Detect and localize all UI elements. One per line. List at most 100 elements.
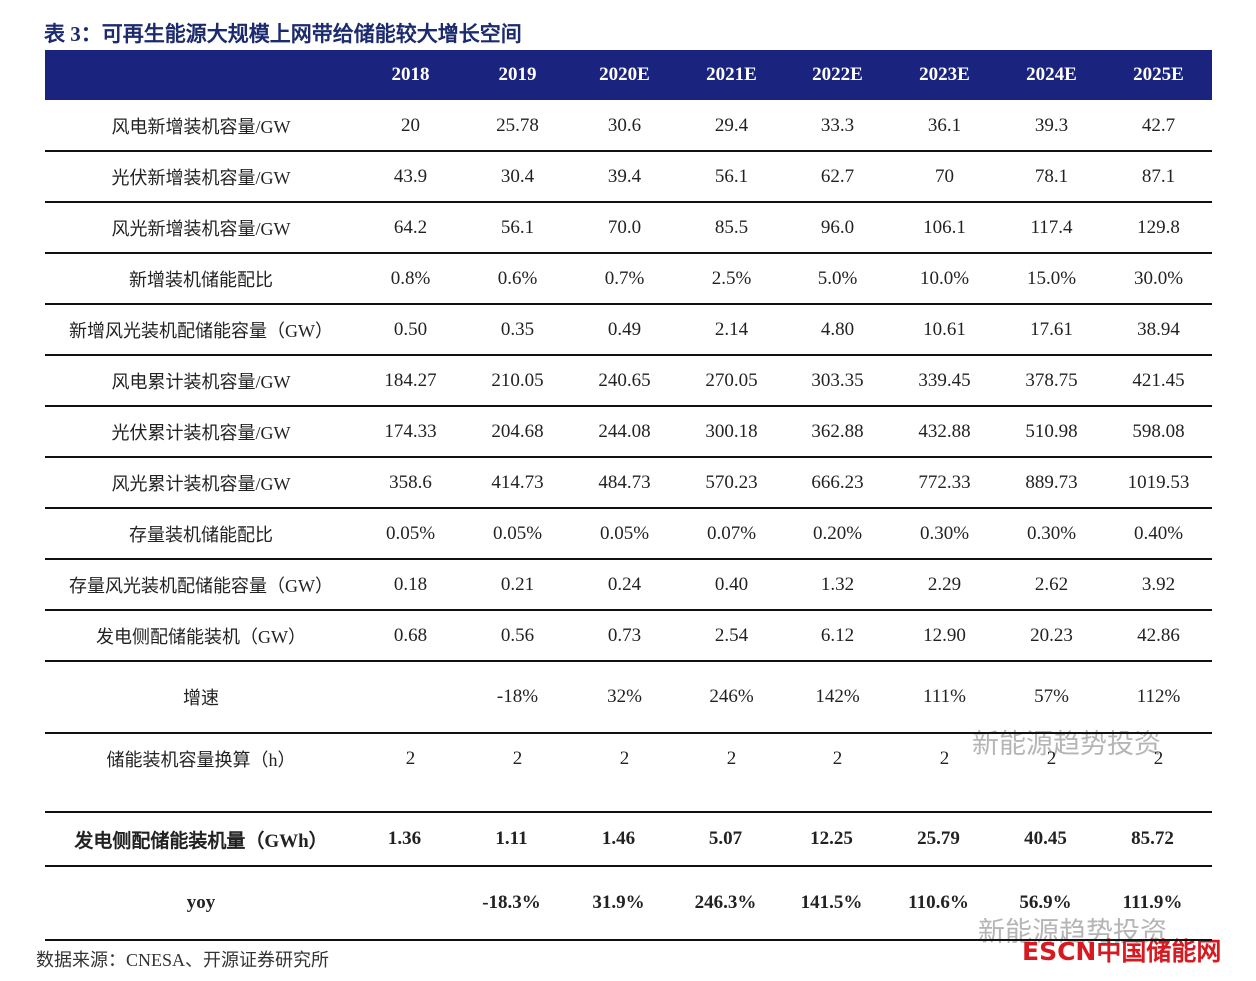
table-cell: 2.29 (927, 573, 962, 595)
table-cell: 0.30% (1026, 522, 1077, 544)
table-cell: 111% (923, 686, 966, 707)
row-label: 存量风光装机配储能容量（GW） (69, 575, 333, 596)
table-cell: 30.0% (1133, 267, 1184, 289)
table-cell: 2 (1153, 748, 1164, 769)
table-cell: 362.88 (811, 420, 864, 442)
row-line (45, 939, 1212, 941)
table-cell: 2 (619, 748, 630, 769)
table-cell: 303.35 (811, 369, 864, 391)
table-cell: 772.33 (918, 471, 971, 493)
table-cell: 244.08 (598, 420, 651, 442)
table-cell: 0.40% (1133, 522, 1184, 544)
row-label: 新增装机储能配比 (129, 269, 273, 290)
row-line (45, 660, 1212, 662)
table-cell: 87.1 (1141, 165, 1176, 187)
table-cell: 2 (726, 748, 737, 769)
table-cell: 57% (1034, 686, 1069, 707)
table-cell: 246.3% (694, 892, 757, 913)
logo: ESCN中国储能网 (1022, 932, 1221, 968)
table-cell: 36.1 (927, 114, 962, 136)
table-cell: 15.0% (1026, 267, 1077, 289)
table-cell: 12.25 (810, 828, 853, 849)
row-label: yoy (186, 892, 216, 913)
table-cell: 31.9% (592, 892, 645, 913)
table-cell: 1019.53 (1127, 471, 1190, 493)
header-bar (45, 50, 1212, 100)
row-label: 风电新增装机容量/GW (111, 116, 291, 137)
table-cell: 17.61 (1030, 318, 1073, 340)
table-cell: 0.73 (607, 624, 642, 646)
table-cell: 270.05 (705, 369, 758, 391)
table-cell: 210.05 (491, 369, 544, 391)
table-cell: 42.86 (1137, 624, 1180, 646)
table-cell: 2 (1046, 748, 1057, 769)
row-line (45, 303, 1212, 305)
table-cell: 42.7 (1141, 114, 1176, 136)
row-line (45, 405, 1212, 407)
table-cell: 110.6% (908, 892, 969, 913)
column-header: 2019 (498, 64, 537, 85)
table-cell: 666.23 (811, 471, 864, 493)
row-line (45, 150, 1212, 152)
row-label: 风光新增装机容量/GW (111, 218, 291, 239)
table-cell: 39.4 (607, 165, 642, 187)
row-line (45, 811, 1212, 813)
table-cell: 432.88 (918, 420, 971, 442)
table-cell: 5.07 (708, 828, 743, 849)
column-header: 2022E (812, 64, 863, 85)
table-cell: 0.05% (492, 522, 543, 544)
table-cell: 39.3 (1034, 114, 1069, 136)
table-cell: 3.92 (1141, 573, 1176, 595)
table-cell: 2 (512, 748, 523, 769)
column-header: 2021E (706, 64, 757, 85)
row-line (45, 456, 1212, 458)
table-cell: 33.3 (820, 114, 855, 136)
table-cell: 2 (405, 748, 416, 769)
table-cell: 40.45 (1024, 828, 1067, 849)
table-cell: 4.80 (820, 318, 855, 340)
table-cell: 598.08 (1132, 420, 1185, 442)
row-label: 增速 (183, 688, 219, 708)
table-cell: 0.24 (607, 573, 642, 595)
table-cell: 0.18 (393, 573, 428, 595)
table-cell: 12.90 (923, 624, 966, 646)
table-cell: 184.27 (384, 369, 437, 391)
table-cell: 56.9% (1019, 892, 1072, 913)
column-header: 2024E (1026, 64, 1077, 85)
table-cell: 2.54 (714, 624, 749, 646)
table-cell: 414.73 (491, 471, 544, 493)
table-cell: 1.46 (601, 828, 636, 849)
column-header: 2023E (919, 64, 970, 85)
table-cell: 64.2 (393, 216, 428, 238)
table-cell: 484.73 (598, 471, 651, 493)
table-cell: 421.45 (1132, 369, 1185, 391)
row-label: 风光累计装机容量/GW (111, 473, 291, 494)
row-line (45, 558, 1212, 560)
table-cell: 378.75 (1025, 369, 1078, 391)
table-cell: 62.7 (820, 165, 855, 187)
row-label: 风电累计装机容量/GW (111, 371, 291, 392)
table-cell: 0.50 (393, 318, 428, 340)
table-cell: 43.9 (393, 165, 428, 187)
table-cell: 0.21 (500, 573, 535, 595)
row-label: 光伏累计装机容量/GW (111, 422, 291, 443)
table-cell: 0.05% (599, 522, 650, 544)
table-cell: 32% (607, 686, 642, 707)
table-cell: 25.79 (917, 828, 960, 849)
row-label: 发电侧配储能装机（GW） (96, 626, 306, 647)
logo-name: 中国储能网 (1096, 937, 1222, 966)
table-cell: 0.05% (385, 522, 436, 544)
table-cell: 0.68 (393, 624, 428, 646)
table-title: 表 3：可再生能源大规模上网带给储能较大增长空间 (44, 22, 522, 46)
table-cell: 6.12 (820, 624, 855, 646)
table-cell: 0.30% (919, 522, 970, 544)
table-cell: 0.8% (390, 267, 431, 289)
table-cell: 117.4 (1030, 216, 1073, 238)
table-cell: 0.56 (500, 624, 535, 646)
table-cell: 20 (401, 114, 420, 136)
row-label: 新增风光装机配储能容量（GW） (69, 320, 333, 341)
table-cell: 300.18 (705, 420, 758, 442)
table-cell: 0.49 (607, 318, 642, 340)
table-cell: 106.1 (923, 216, 966, 238)
source-note: 数据来源：CNESA、开源证券研究所 (36, 950, 330, 970)
